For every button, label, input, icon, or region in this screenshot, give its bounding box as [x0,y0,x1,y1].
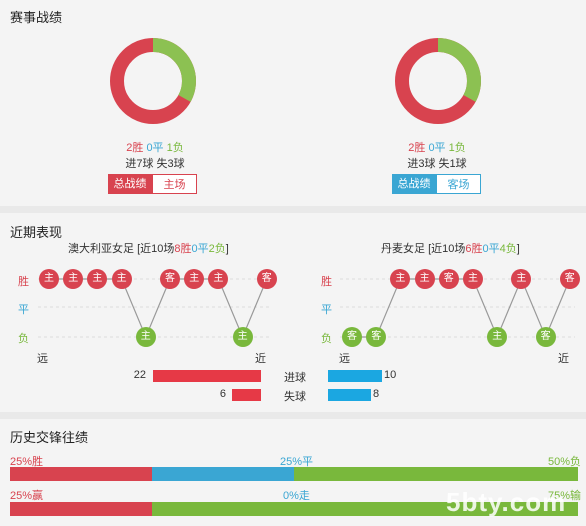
home-stat-suffix: ] [225,243,229,255]
away-stat-losses: 4负 [499,243,517,255]
h2h-row2-mid: 0%走 [283,490,310,502]
away-loss-count: 1负 [448,142,466,154]
h2h-row2-left: 25%赢 [10,490,44,502]
away-scored-value: 10 [384,369,397,381]
away-scored-bar [328,370,382,382]
away-y-draw: 平 [321,304,332,316]
section-title: 近期表现 [10,225,63,240]
away-conceded-bar [328,389,372,401]
scored-label: 进球 [284,372,306,384]
away-form-marker[interactable]: 客 [559,269,580,289]
home-y-loss: 负 [18,333,29,345]
home-far-label: 远 [37,353,48,365]
home-loss-count: 1负 [166,142,184,154]
home-form-marker[interactable]: 主 [208,269,229,289]
home-stat-wins: 8胜 [174,243,192,255]
away-form-marker[interactable]: 客 [535,327,556,347]
home-conceded-bar [231,389,261,401]
home-tab-overall[interactable]: 总战绩 [108,174,152,194]
away-conceded-value: 8 [373,388,380,400]
home-form-marker[interactable]: 主 [111,269,132,289]
home-form-marker[interactable]: 客 [256,269,277,289]
conceded-label: 失球 [284,391,306,403]
home-form-marker[interactable]: 主 [63,269,84,289]
watermark: 5bty.com [446,487,567,517]
home-scored-bar [153,370,261,382]
away-tab-overall[interactable]: 总战绩 [392,174,436,194]
away-draw-count: 0平 [428,142,446,154]
away-team-name: 丹麦女足 [381,243,425,255]
away-form-marker[interactable]: 客 [366,327,387,347]
recent-form-panel: 近期表现 澳大利亚女足 [近10场8胜0平2负] 丹麦女足 [近10场6胜0平4… [0,213,586,412]
home-form-marker[interactable]: 主 [39,269,59,289]
home-form-marker[interactable]: 主 [87,269,108,289]
h2h-row1-left: 25%胜 [10,456,44,468]
away-donut-chart [395,38,481,124]
home-y-win: 胜 [18,276,29,288]
home-donut-chart [110,38,196,124]
home-stat-draws: 0平 [191,243,209,255]
away-near-label: 近 [558,353,569,365]
home-team-name: 澳大利亚女足 [68,243,134,255]
home-form-header: 澳大利亚女足 [近10场8胜0平2负] [68,240,229,256]
home-goals: 进7球 失3球 [125,158,185,170]
away-form-marker[interactable]: 客 [342,327,362,347]
away-stat-draws: 0平 [482,243,500,255]
away-y-loss: 负 [321,333,332,345]
home-stat-losses: 2负 [208,243,226,255]
away-form-marker[interactable]: 主 [487,327,508,347]
home-y-draw: 平 [18,304,29,316]
away-form-marker[interactable]: 客 [438,269,459,289]
match-record-panel: 赛事战绩 2胜 0平 1负 进7球 失3球 总战绩 主场 2胜 0平 1负 进3… [0,0,586,206]
home-form-marker[interactable]: 主 [135,327,156,347]
h2h-win-segment [10,467,152,481]
home-scored-value: 22 [133,369,146,381]
h2h-win-segment [10,502,152,516]
home-conceded-value: 6 [219,388,226,400]
section-title: 赛事战绩 [10,10,63,25]
away-stat-suffix: ] [516,243,520,255]
away-goals: 进3球 失1球 [407,158,467,170]
h2h-loss-segment [294,467,578,481]
h2h-loss-segment [152,502,578,516]
away-form-marker[interactable]: 主 [511,269,532,289]
away-win-count: 2胜 [408,142,426,154]
away-stat-prefix: [近10场 [428,243,466,255]
away-form-marker[interactable]: 主 [414,269,435,289]
h2h-row1-mid: 25%平 [280,456,314,468]
away-wdl: 2胜 0平 1负 [402,139,472,155]
home-win-count: 2胜 [126,142,144,154]
home-draw-count: 0平 [146,142,164,154]
away-donut-loss [395,38,481,124]
away-form-marker[interactable]: 主 [463,269,483,289]
away-form-marker[interactable]: 主 [390,269,411,289]
away-tab-away[interactable]: 客场 [436,174,481,194]
home-donut-loss [110,38,196,124]
section-title: 历史交锋往绩 [10,430,89,445]
home-form-marker[interactable]: 客 [160,269,180,289]
head-to-head-panel: 历史交锋往绩 25%胜 25%平 50%负 25%赢 0%走 75%输 5bty… [0,419,586,526]
home-wdl: 2胜 0平 1负 [120,139,190,155]
away-y-win: 胜 [321,276,332,288]
home-form-marker[interactable]: 主 [184,269,205,289]
away-form-header: 丹麦女足 [近10场6胜0平4负] [381,240,520,256]
home-form-line [49,278,268,339]
h2h-row2-right: 75%输 [548,490,582,502]
home-tab-home[interactable]: 主场 [152,174,197,194]
home-near-label: 近 [255,353,266,365]
home-form-marker[interactable]: 主 [232,327,253,347]
home-stat-prefix: [近10场 [137,243,175,255]
away-form-line [352,277,571,339]
h2h-draw-segment [152,467,294,481]
away-stat-wins: 6胜 [465,243,483,255]
h2h-row1-right: 50%负 [548,456,582,468]
away-far-label: 远 [339,353,350,365]
